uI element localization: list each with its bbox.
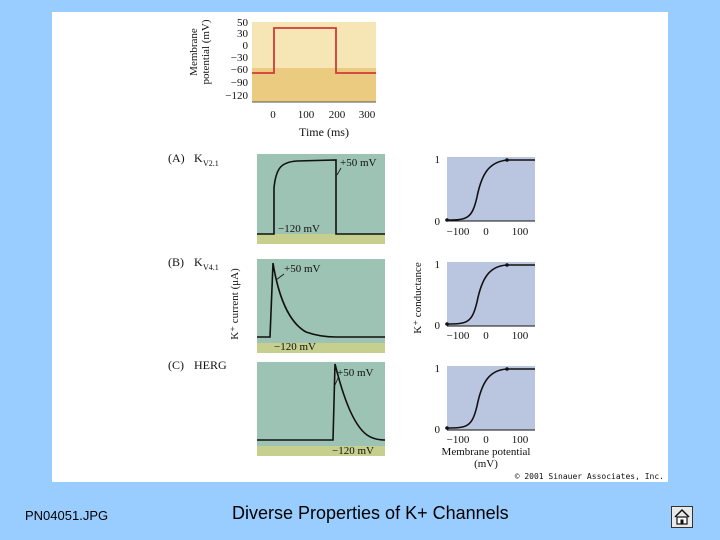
conductance-xlabel-line2: (mV) (474, 458, 498, 470)
channel-name: K (194, 151, 203, 165)
conductance-xtick: −100 (447, 226, 470, 238)
conductance-xlabel-line1: Membrane potential (442, 446, 531, 458)
conductance-xtick: 100 (512, 226, 529, 238)
channel-figure: Membrane potential (mV) 50 30 0 −30 −60 … (168, 17, 664, 481)
conductance-xtick: 100 (512, 434, 529, 446)
home-icon (674, 508, 690, 525)
protocol-xtick: 300 (359, 109, 376, 121)
current-ylabel: K⁺ current (μA) (229, 268, 241, 340)
channel-row-c: (C) HERG +50 mV −120 mV 1 0 −100 0 100 M… (168, 358, 535, 470)
holding-voltage-label: −120 mV (332, 445, 374, 457)
protocol-ytick: 50 (237, 17, 249, 29)
conductance-xtick: 100 (512, 330, 529, 342)
conductance-ylabel: K⁺ conductance (412, 262, 424, 334)
protocol-xtick: 0 (270, 109, 276, 121)
protocol-ylabel-line2: potential (mV) (200, 19, 212, 84)
protocol-xlabel: Time (ms) (299, 125, 349, 139)
protocol-ytick: 30 (237, 28, 249, 40)
channel-row-a: (A) K V2.1 +50 mV −120 mV 1 0 −100 0 100 (168, 151, 535, 244)
conductance-ytick: 1 (435, 154, 441, 166)
channel-name: HERG (194, 358, 227, 372)
step-voltage-label: +50 mV (337, 367, 374, 379)
step-voltage-label: +50 mV (284, 263, 321, 275)
holding-voltage-label: −120 mV (274, 341, 316, 353)
figure-frame: Membrane potential (mV) 50 30 0 −30 −60 … (52, 12, 668, 482)
channel-label: (C) (168, 358, 184, 372)
protocol-ytick: −120 (225, 90, 248, 102)
channel-name: K (194, 255, 203, 269)
voltage-protocol-panel: Membrane potential (mV) 50 30 0 −30 −60 … (188, 17, 376, 139)
channel-subscript: V2.1 (203, 159, 219, 168)
channel-label: (A) (168, 151, 185, 165)
protocol-xtick: 100 (298, 109, 315, 121)
conductance-xtick: −100 (447, 434, 470, 446)
file-name-label: PN04051.JPG (25, 508, 109, 523)
conductance-xtick: 0 (483, 226, 489, 238)
channel-subscript: V4.1 (203, 263, 219, 272)
conductance-xtick: 0 (483, 434, 489, 446)
holding-voltage-label: −120 mV (278, 223, 320, 235)
conductance-ytick: 1 (435, 363, 441, 375)
step-voltage-label: +50 mV (340, 157, 377, 169)
protocol-xtick: 200 (329, 109, 346, 121)
slide-title: Diverse Properties of K+ Channels (232, 503, 509, 523)
channel-row-b: (B) K V4.1 K⁺ current (μA) +50 mV −120 m… (168, 255, 535, 353)
copyright-notice: © 2001 Sinauer Associates, Inc. (515, 472, 664, 481)
conductance-ytick: 0 (435, 320, 441, 332)
protocol-ytick: −30 (231, 52, 249, 64)
conductance-xtick: 0 (483, 330, 489, 342)
home-button[interactable] (671, 506, 693, 528)
conductance-ytick: 1 (435, 259, 441, 271)
channel-label: (B) (168, 255, 184, 269)
protocol-ylabel-line1: Membrane (188, 28, 200, 76)
conductance-xtick: −100 (447, 330, 470, 342)
protocol-ytick: 0 (243, 40, 249, 52)
protocol-ytick: −60 (231, 64, 249, 76)
protocol-ytick: −90 (231, 77, 249, 89)
conductance-ytick: 0 (435, 216, 441, 228)
conductance-ytick: 0 (435, 424, 441, 436)
